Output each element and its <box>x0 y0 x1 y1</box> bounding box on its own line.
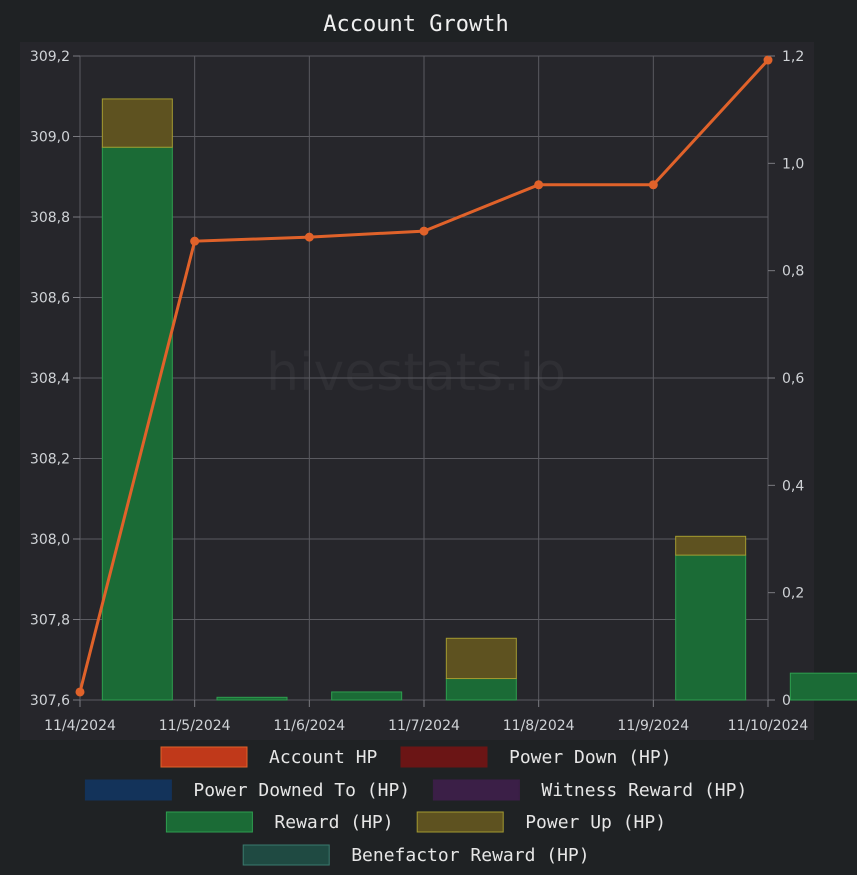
x-tick-label: 11/10/2024 <box>728 718 809 734</box>
point-account-hp[interactable] <box>190 236 200 246</box>
legend-label: Power Down (HP) <box>509 747 672 768</box>
legend-label: Benefactor Reward (HP) <box>351 845 589 866</box>
line-layer <box>75 55 773 697</box>
y-right-tick-label: 0,6 <box>782 371 804 387</box>
legend-item-witness-reward-hp[interactable]: Witness Reward (HP) <box>432 779 747 801</box>
point-account-hp[interactable] <box>648 180 658 190</box>
legend-label: Power Up (HP) <box>525 812 666 833</box>
y-left-tick-label: 309,0 <box>30 130 70 146</box>
legend-swatch <box>432 779 520 801</box>
y-left-tick-label: 307,8 <box>30 613 70 629</box>
y-left-tick-label: 308,6 <box>30 291 70 307</box>
x-tick-label: 11/8/2024 <box>503 718 575 734</box>
y-left-tick-label: 308,4 <box>30 371 70 387</box>
chart-title: Account Growth <box>323 12 508 37</box>
legend-label: Reward (HP) <box>274 812 393 833</box>
point-account-hp[interactable] <box>534 180 544 190</box>
legend-swatch <box>160 746 248 768</box>
legend-swatch <box>84 779 172 801</box>
y-left-tick-label: 309,2 <box>30 49 70 65</box>
legend-item-account-hp[interactable]: Account HP <box>160 746 378 768</box>
legend-item-reward-hp[interactable]: Reward (HP) <box>165 811 394 833</box>
y-right-tick-label: 1,2 <box>782 49 804 65</box>
bar-reward-hp[interactable] <box>216 696 288 701</box>
legend-label: Power Downed To (HP) <box>193 780 410 801</box>
bar-power-up-hp[interactable] <box>101 98 173 148</box>
bar-reward-hp[interactable] <box>101 146 173 701</box>
bars-layer <box>101 98 857 701</box>
watermark-text: hivestats.io <box>266 343 566 403</box>
point-account-hp[interactable] <box>75 687 85 697</box>
y-left-tick-label: 307,6 <box>30 693 70 709</box>
legend-swatch <box>165 811 253 833</box>
y-right-tick-label: 1,0 <box>782 156 804 172</box>
bar-power-up-hp[interactable] <box>675 535 747 556</box>
legend-item-power-up-hp[interactable]: Power Up (HP) <box>416 811 666 833</box>
y-right-tick-label: 0 <box>782 693 791 709</box>
y-left-tick-label: 308,8 <box>30 210 70 226</box>
legend-label: Witness Reward (HP) <box>541 780 747 801</box>
legend-label: Account HP <box>269 747 378 768</box>
y-right-tick-label: 0,8 <box>782 264 804 280</box>
bar-reward-hp[interactable] <box>675 554 747 701</box>
legend-item-power-down-hp[interactable]: Power Down (HP) <box>400 746 672 768</box>
y-left-tick-label: 308,0 <box>30 532 70 548</box>
y-right-tick-label: 0,4 <box>782 478 804 494</box>
point-account-hp[interactable] <box>763 55 773 65</box>
legend-swatch <box>400 746 488 768</box>
x-tick-label: 11/9/2024 <box>617 718 689 734</box>
legend-swatch <box>416 811 504 833</box>
point-account-hp[interactable] <box>304 232 314 242</box>
bar-reward-hp[interactable] <box>445 678 517 701</box>
legend[interactable]: Account HP Power Down (HP) Power Downed To… <box>84 746 747 866</box>
x-tick-label: 11/5/2024 <box>159 718 231 734</box>
x-tick-label: 11/4/2024 <box>44 718 116 734</box>
axis-layer: 307,6 307,8 308,0 308,2 308,4 308,6 308,8 309,0… <box>30 49 809 734</box>
bar-reward-hp[interactable] <box>331 691 403 701</box>
y-right-tick-label: 0,2 <box>782 586 804 602</box>
x-tick-label: 11/7/2024 <box>388 718 460 734</box>
bar-power-up-hp[interactable] <box>445 637 517 680</box>
point-account-hp[interactable] <box>419 226 429 236</box>
x-tick-label: 11/6/2024 <box>273 718 345 734</box>
bar-reward-hp[interactable] <box>789 672 857 701</box>
legend-swatch <box>242 844 330 866</box>
legend-item-power-downed-to-hp[interactable]: Power Downed To (HP) <box>84 779 410 801</box>
legend-item-benefactor-reward-hp[interactable]: Benefactor Reward (HP) <box>242 844 590 866</box>
y-left-tick-label: 308,2 <box>30 452 70 468</box>
